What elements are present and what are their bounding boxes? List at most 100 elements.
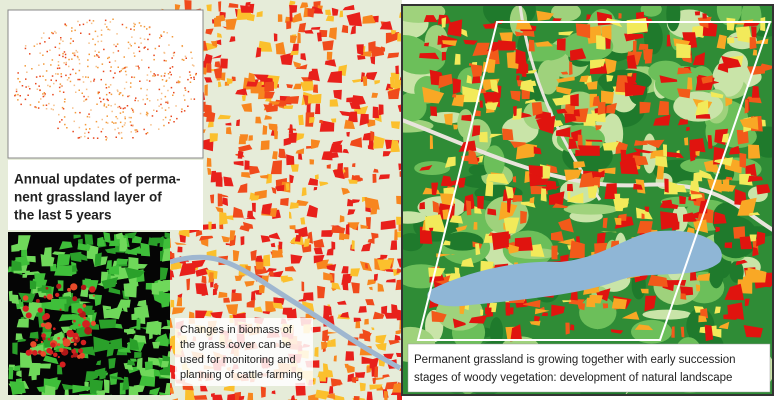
grassland-dot <box>96 55 99 57</box>
biomass-spot <box>30 341 37 348</box>
grassland-dot <box>87 95 90 98</box>
grassland-patch <box>751 26 757 38</box>
caption-line: Permanent grassland is growing together … <box>414 354 736 366</box>
grassland-patch <box>596 288 611 302</box>
grassland-patch <box>529 320 541 326</box>
grassland-dot <box>138 67 140 69</box>
grassland-patch <box>347 111 358 123</box>
grassland-dot <box>104 23 106 25</box>
field <box>26 255 36 263</box>
grassland-patch <box>347 222 360 230</box>
grassland-dot <box>114 72 116 74</box>
grassland-dot <box>163 51 165 54</box>
grassland-patch <box>690 194 703 200</box>
grassland-dot <box>77 78 79 81</box>
field <box>160 267 169 281</box>
grassland-dot <box>102 98 105 101</box>
field <box>98 319 117 329</box>
grassland-dot <box>108 61 111 63</box>
grassland-dot <box>38 101 40 103</box>
grassland-dot <box>103 48 105 51</box>
grassland-dot <box>187 78 189 81</box>
grassland-patch <box>725 176 733 181</box>
grassland-dot <box>149 100 151 102</box>
grassland-dot <box>101 118 103 121</box>
grassland-patch <box>568 299 585 306</box>
grassland-dot <box>119 92 121 94</box>
caption-box <box>8 160 203 230</box>
grassland-dot <box>48 102 50 105</box>
grassland-dot <box>193 76 195 79</box>
grassland-patch <box>247 392 254 400</box>
grassland-dot <box>88 113 90 115</box>
caption-line: stages of woody vegetation: development … <box>414 372 732 384</box>
grassland-patch <box>596 232 606 246</box>
grassland-dot <box>107 28 109 31</box>
grassland-patch <box>330 152 339 159</box>
grassland-patch <box>536 10 554 21</box>
field <box>73 234 81 239</box>
river <box>169 254 402 371</box>
grassland-dot <box>82 23 85 26</box>
grassland-dot <box>121 125 124 128</box>
grassland-patch <box>724 283 745 301</box>
field <box>37 287 43 292</box>
biomass-spot <box>67 287 71 292</box>
grassland-dot <box>87 137 89 139</box>
grassland-dot <box>26 71 28 73</box>
grassland-patch <box>727 37 735 44</box>
grassland-patch <box>606 74 614 82</box>
grassland-dot <box>58 42 61 45</box>
grassland-patch <box>342 4 355 11</box>
grassland-patch <box>382 374 390 379</box>
grassland-patch <box>381 305 388 314</box>
grassland-patch <box>280 197 289 206</box>
grassland-patch <box>337 300 347 305</box>
field <box>122 306 128 313</box>
grassland-dot <box>131 76 133 78</box>
grassland-dot <box>163 59 166 62</box>
biomass-spot <box>52 352 58 358</box>
field <box>119 237 128 252</box>
grassland-patch <box>756 184 771 195</box>
grassland-patch <box>579 172 595 188</box>
grassland-dot <box>126 105 129 107</box>
field <box>109 240 119 247</box>
grassland-dot <box>162 119 165 121</box>
grassland-patch <box>373 168 379 173</box>
grassland-patch <box>233 160 244 166</box>
caption: Annual updates of perma- nent grassland … <box>14 172 181 223</box>
grassland-patch <box>696 114 711 119</box>
field <box>97 236 106 247</box>
grassland-patch <box>566 192 584 204</box>
grassland-patch <box>341 266 349 274</box>
grassland-dot <box>148 80 151 82</box>
grassland-patch <box>556 38 566 51</box>
field <box>128 386 139 395</box>
field <box>16 370 22 378</box>
grassland-patch <box>390 240 398 250</box>
grassland-dot <box>85 98 88 101</box>
grassland-patch <box>308 69 320 82</box>
grassland-patch <box>203 112 209 118</box>
grassland-patch <box>479 100 483 108</box>
grassland-dot <box>173 91 175 94</box>
grassland-patch <box>332 140 344 147</box>
caption-line: the last 5 years <box>14 208 112 223</box>
grassland-dot <box>42 95 45 98</box>
field <box>103 232 111 244</box>
grassland-patch <box>459 303 466 315</box>
grassland-dot <box>147 112 149 115</box>
grassland-dot <box>90 22 93 25</box>
grassland-dot <box>153 54 155 57</box>
grassland-patch <box>507 198 512 213</box>
grassland-patch <box>733 226 746 239</box>
grassland-patch <box>255 255 263 262</box>
grassland-patch <box>453 124 458 130</box>
grassland-patch <box>372 173 377 183</box>
biomass-spot <box>40 340 44 344</box>
grassland-dot <box>81 92 83 94</box>
grassland-dot <box>106 115 108 117</box>
grassland-patch <box>379 21 393 30</box>
